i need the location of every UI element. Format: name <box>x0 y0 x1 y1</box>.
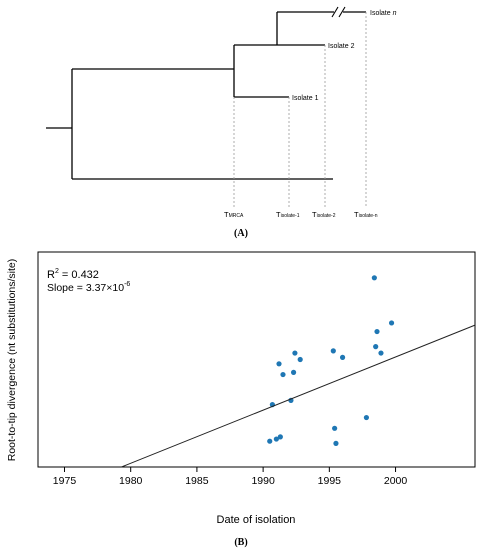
branch-break-mark <box>331 6 346 18</box>
y-axis-label: Root-to-tip divergence (nt substitutions… <box>6 259 18 462</box>
plot-frame <box>37 251 476 468</box>
time-label-mrca: TMRCA <box>224 210 244 219</box>
r-squared-annotation: R2 = 0.432 <box>47 268 99 281</box>
data-point <box>276 361 282 367</box>
data-point <box>378 350 384 356</box>
time-label-isolate-2: Tisolate-2 <box>312 210 336 219</box>
time-label-isolate-n: Tisolate-n <box>354 210 378 219</box>
data-point <box>332 425 338 431</box>
data-point <box>339 354 346 360</box>
data-point <box>273 436 279 442</box>
x-tick-label: 1980 <box>119 475 143 487</box>
x-tick-label: 2000 <box>384 475 408 487</box>
time-label-isolate-1: Tisolate-1 <box>276 210 300 219</box>
data-point <box>371 275 377 281</box>
data-point <box>330 348 336 354</box>
data-point <box>297 356 303 363</box>
tip-label-isolate-n: Isolate n <box>370 10 397 17</box>
slope-annotation: Slope = 3.37×10-6 <box>47 281 130 294</box>
x-tick-label: 1985 <box>185 475 209 487</box>
x-tick-label: 1995 <box>318 475 342 487</box>
data-point <box>277 434 283 440</box>
data-point <box>267 438 273 444</box>
data-point <box>333 440 339 446</box>
data-points <box>267 275 395 446</box>
tip-label-isolate-2: Isolate 2 <box>328 43 355 50</box>
x-tick-label: 1975 <box>53 475 77 487</box>
data-point <box>363 414 370 421</box>
x-axis-label: Date of isolation <box>217 514 296 526</box>
panel-a-caption: (A) <box>234 228 248 239</box>
panel-b-caption: (B) <box>234 537 247 548</box>
regression-line <box>121 324 476 468</box>
x-axis: 1975 1980 1985 1990 1995 2000 <box>53 467 408 487</box>
time-guide-lines <box>233 12 367 208</box>
data-point <box>373 344 379 350</box>
phylogenetic-tree-panel: Isolate n Isolate 2 Isolate 1 TMRCA Tiso… <box>46 6 397 239</box>
tip-label-isolate-1: Isolate 1 <box>292 95 319 102</box>
data-point <box>280 371 286 378</box>
data-point <box>374 328 380 335</box>
data-point <box>388 320 395 326</box>
x-tick-label: 1990 <box>251 475 275 487</box>
data-point <box>292 350 298 356</box>
data-point <box>290 369 297 375</box>
